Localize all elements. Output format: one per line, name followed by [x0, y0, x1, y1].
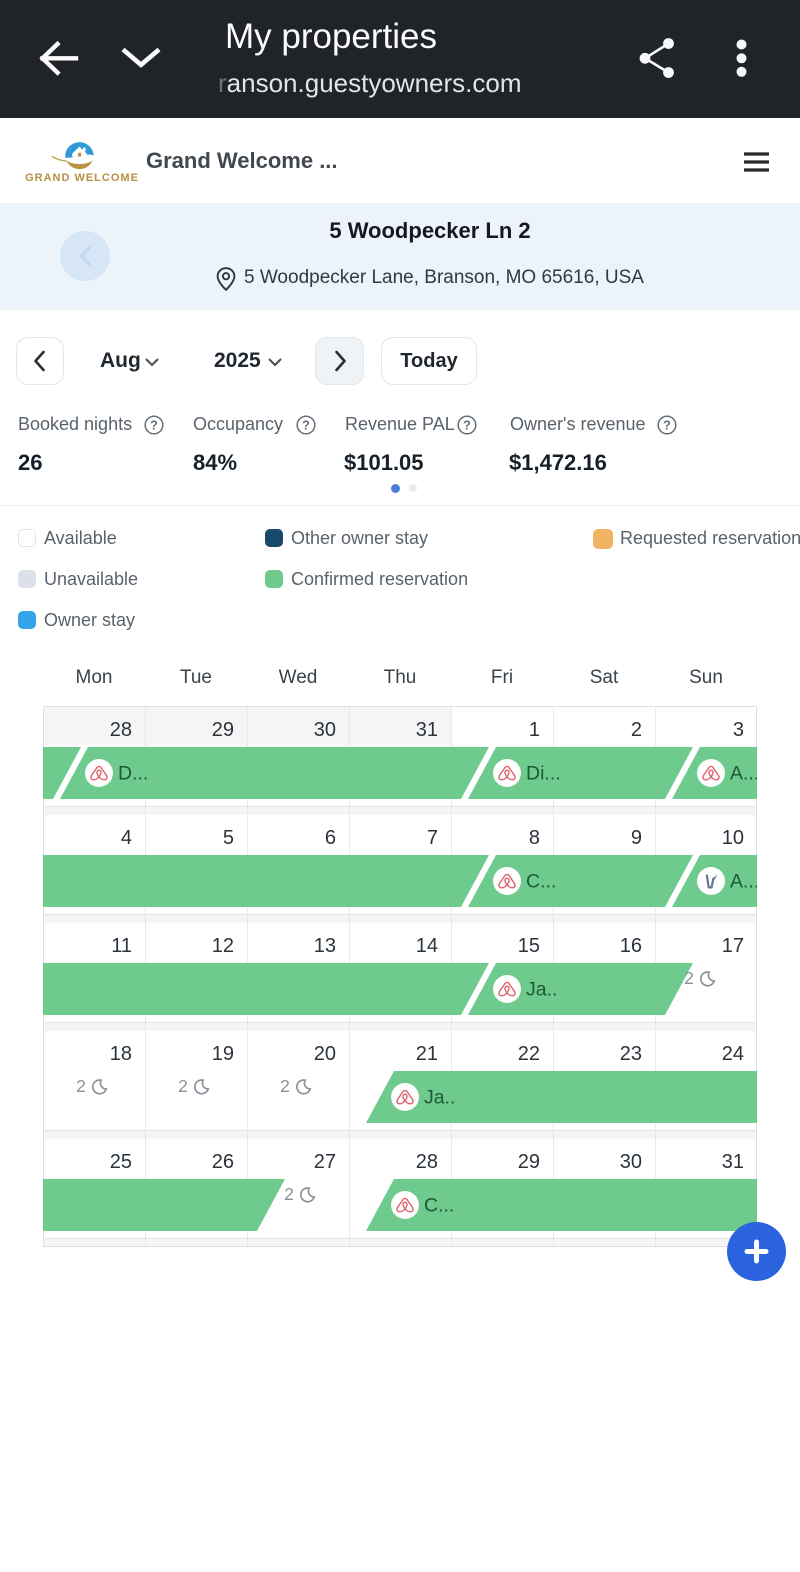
- svg-text:A...: A...: [730, 871, 757, 893]
- svg-text:14: 14: [416, 935, 438, 957]
- svg-text:9: 9: [631, 827, 642, 849]
- svg-text:11: 11: [111, 935, 132, 957]
- svg-text:2: 2: [76, 1076, 86, 1096]
- svg-text:16: 16: [620, 935, 642, 957]
- svg-text:8: 8: [529, 827, 540, 849]
- svg-text:31: 31: [416, 719, 438, 741]
- svg-text:5: 5: [223, 827, 234, 849]
- svg-text:15: 15: [518, 935, 540, 957]
- svg-text:3: 3: [733, 719, 744, 741]
- svg-text:22: 22: [518, 1043, 540, 1065]
- svg-text:?: ?: [463, 419, 471, 433]
- svg-text:Ja..: Ja..: [424, 1087, 455, 1109]
- svg-text:Ja..: Ja..: [526, 979, 557, 1001]
- svg-text:2: 2: [284, 1184, 294, 1204]
- svg-text:21: 21: [416, 1043, 438, 1065]
- svg-text:17: 17: [722, 935, 744, 957]
- svg-text:C...: C...: [526, 871, 556, 893]
- svg-text:2: 2: [280, 1076, 290, 1096]
- svg-text:30: 30: [620, 1151, 642, 1173]
- svg-text:26: 26: [212, 1151, 234, 1173]
- svg-text:C...: C...: [424, 1195, 454, 1217]
- svg-text:27: 27: [314, 1151, 336, 1173]
- svg-text:12: 12: [212, 935, 234, 957]
- svg-text:25: 25: [110, 1151, 132, 1173]
- svg-text:23: 23: [620, 1043, 642, 1065]
- svg-text:?: ?: [150, 419, 158, 433]
- svg-text:A...: A...: [730, 763, 757, 785]
- svg-text:29: 29: [212, 719, 234, 741]
- svg-text:?: ?: [663, 419, 671, 433]
- svg-text:18: 18: [110, 1043, 132, 1065]
- svg-text:29: 29: [518, 1151, 540, 1173]
- svg-text:2: 2: [178, 1076, 188, 1096]
- svg-text:19: 19: [212, 1043, 234, 1065]
- svg-text:7: 7: [427, 827, 438, 849]
- svg-text:28: 28: [110, 719, 132, 741]
- svg-text:30: 30: [314, 719, 336, 741]
- svg-text:D...: D...: [118, 763, 148, 785]
- svg-text:4: 4: [121, 827, 132, 849]
- svg-text:?: ?: [302, 419, 310, 433]
- svg-text:1: 1: [529, 719, 540, 741]
- svg-text:24: 24: [722, 1043, 744, 1065]
- svg-text:10: 10: [722, 827, 744, 849]
- svg-text:28: 28: [416, 1151, 438, 1173]
- svg-text:Di...: Di...: [526, 763, 561, 785]
- svg-text:6: 6: [325, 827, 336, 849]
- svg-text:13: 13: [314, 935, 336, 957]
- svg-text:20: 20: [314, 1043, 336, 1065]
- svg-text:31: 31: [722, 1151, 744, 1173]
- svg-text:2: 2: [631, 719, 642, 741]
- svg-text:2: 2: [684, 968, 694, 988]
